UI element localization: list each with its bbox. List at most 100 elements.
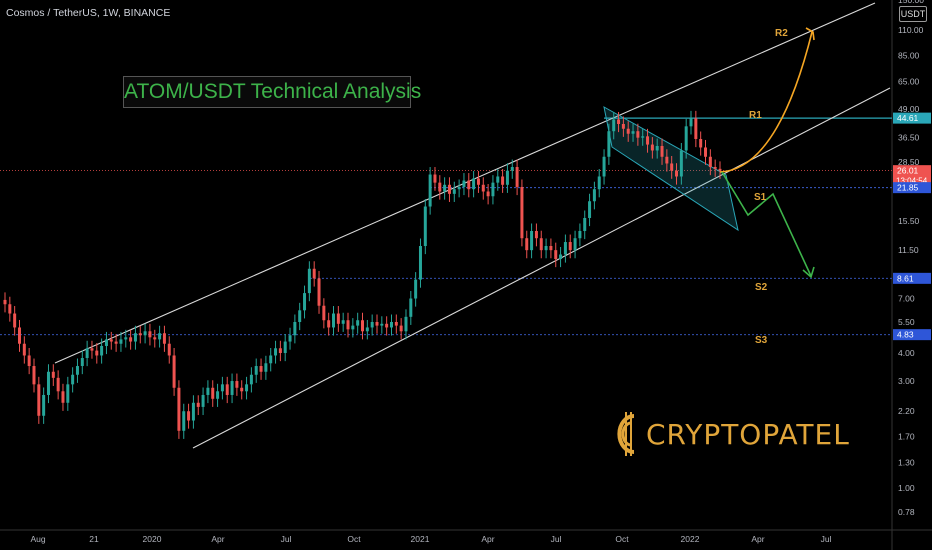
- candle-body: [530, 230, 534, 251]
- currency-unit-badge[interactable]: USDT: [899, 6, 927, 22]
- candle-body: [443, 184, 447, 192]
- candle-body: [694, 118, 698, 140]
- candle-body: [457, 186, 461, 190]
- candle-body: [307, 268, 311, 294]
- candle-body: [42, 394, 46, 416]
- candle-body: [423, 206, 427, 247]
- price-tag-label: 44.61: [897, 113, 919, 123]
- candle-body: [621, 123, 625, 129]
- candle-body: [71, 374, 75, 385]
- candle-body: [655, 146, 659, 151]
- x-tick-label: 2021: [411, 534, 430, 544]
- candle-body: [61, 391, 65, 403]
- x-tick-label: 2022: [681, 534, 700, 544]
- candle-body: [592, 189, 596, 202]
- candle-body: [230, 381, 234, 395]
- candle-body: [505, 170, 509, 185]
- candle-body: [617, 119, 621, 124]
- y-tick-label: 1.30: [898, 457, 915, 467]
- price-tag: [893, 272, 931, 284]
- candle-body: [80, 358, 84, 367]
- candle-body: [269, 355, 273, 364]
- candle-body: [563, 242, 567, 255]
- candle-body: [428, 174, 432, 207]
- candle-body: [380, 323, 384, 326]
- y-tick-label: 1.00: [898, 483, 915, 493]
- candle-body: [670, 163, 674, 171]
- candle-body: [351, 325, 355, 330]
- candle-body: [75, 366, 79, 375]
- candle-body: [588, 201, 592, 218]
- y-tick-label: 150.00: [898, 0, 924, 5]
- candle-body: [158, 333, 162, 340]
- candle-body: [646, 136, 650, 145]
- candle-body: [418, 246, 422, 280]
- candle-body: [370, 321, 374, 328]
- candle-body: [394, 321, 398, 326]
- candle-body: [249, 374, 253, 385]
- candle-body: [211, 387, 215, 399]
- candle-body: [356, 320, 360, 326]
- candle-body: [496, 176, 500, 183]
- candle-body: [501, 176, 505, 185]
- candle-body: [404, 316, 408, 332]
- level-label-s3: S3: [755, 335, 768, 346]
- price-tag: [893, 112, 931, 124]
- y-tick-label: 85.00: [898, 50, 920, 60]
- candle-body: [288, 335, 292, 342]
- candle-body: [332, 313, 336, 328]
- r2-projection-path: [719, 31, 813, 173]
- candle-body: [559, 254, 563, 260]
- candle-body: [583, 217, 587, 231]
- candle-body: [177, 387, 181, 431]
- candle-body: [660, 146, 664, 157]
- candle-body: [104, 339, 108, 346]
- candle-body: [148, 331, 152, 338]
- candle-body: [573, 238, 577, 251]
- y-tick-label: 110.00: [898, 25, 924, 35]
- level-label-s2: S2: [755, 282, 768, 293]
- x-tick-label: Oct: [615, 534, 629, 544]
- candle-body: [327, 320, 331, 328]
- y-tick-label: 49.00: [898, 104, 920, 114]
- candle-body: [153, 337, 157, 340]
- candle-body: [17, 327, 21, 344]
- candle-body: [133, 333, 137, 342]
- candle-body: [303, 293, 307, 311]
- candle-body: [481, 184, 485, 192]
- x-tick-label: Jul: [821, 534, 832, 544]
- y-tick-label: 36.50: [898, 133, 920, 143]
- x-tick-label: Apr: [211, 534, 224, 544]
- candle-body: [462, 180, 466, 187]
- candle-body: [254, 366, 258, 375]
- y-tick-label: 1.70: [898, 431, 915, 441]
- candle-body: [119, 339, 123, 344]
- candle-body: [317, 278, 321, 306]
- candle-body: [375, 321, 379, 326]
- candle-body: [433, 174, 437, 183]
- candle-body: [476, 178, 480, 185]
- candle-body: [216, 391, 220, 399]
- candle-body: [240, 387, 244, 392]
- price-tag: [893, 182, 931, 194]
- candle-body: [56, 377, 60, 392]
- candle-body: [336, 313, 340, 324]
- candle-body: [578, 230, 582, 239]
- candle-body: [539, 238, 543, 251]
- candle-body: [438, 182, 442, 192]
- candle-body: [597, 176, 601, 190]
- candle-body: [13, 313, 17, 328]
- candle-body: [665, 156, 669, 164]
- price-tag-label: 4.83: [897, 330, 914, 340]
- candle-body: [283, 341, 287, 354]
- candle-body: [322, 305, 326, 321]
- lower-channel-line: [192, 87, 891, 449]
- y-tick-label: 4.00: [898, 348, 915, 358]
- candle-body: [708, 156, 712, 168]
- candle-body: [201, 394, 205, 407]
- candle-body: [389, 321, 393, 328]
- brand-logo: CRYPTOPATEL: [614, 406, 850, 462]
- candle-body: [225, 384, 229, 395]
- y-tick-label: 3.00: [898, 376, 915, 386]
